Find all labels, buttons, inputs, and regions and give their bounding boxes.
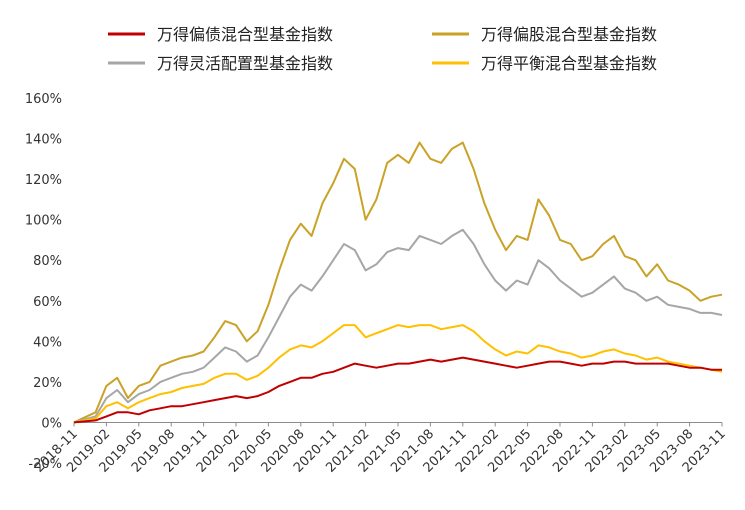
legend-item-0: 万得偏债混合型基金指数: [108, 25, 333, 44]
legend-label-3: 万得平衡混合型基金指数: [481, 54, 657, 73]
x-axis: 2018-112019-022019-052019-082019-112020-…: [32, 421, 729, 476]
y-tick-label: 140%: [25, 133, 62, 148]
series-line-2: [73, 228, 723, 424]
legend-label-1: 万得偏股混合型基金指数: [481, 25, 657, 44]
y-tick-label: 80%: [33, 254, 62, 269]
legend-item-1: 万得偏股混合型基金指数: [432, 25, 657, 44]
y-tick-label: -20%: [28, 457, 62, 472]
y-axis: -20% 0% 20% 40% 60% 80% 100% 120% 140% 160%: [25, 92, 62, 472]
legend-label-0: 万得偏债混合型基金指数: [157, 25, 333, 44]
y-tick-label: 40%: [33, 335, 62, 350]
series-line-0: [73, 356, 722, 424]
y-tick-label: 20%: [33, 376, 62, 391]
series-layer: [73, 141, 723, 424]
y-tick-label: 120%: [25, 173, 62, 188]
y-tick-label: 0%: [41, 416, 62, 431]
series-line-1: [73, 141, 723, 424]
y-tick-label: 100%: [25, 214, 62, 229]
legend-item-2: 万得灵活配置型基金指数: [108, 54, 333, 73]
legend-item-3: 万得平衡混合型基金指数: [432, 54, 657, 73]
legend: 万得偏债混合型基金指数 万得偏股混合型基金指数 万得灵活配置型基金指数 万得平衡…: [108, 25, 657, 73]
y-tick-label: 160%: [25, 92, 62, 107]
legend-label-2: 万得灵活配置型基金指数: [157, 54, 333, 73]
y-tick-label: 60%: [33, 295, 62, 310]
series-line-3: [73, 324, 723, 424]
